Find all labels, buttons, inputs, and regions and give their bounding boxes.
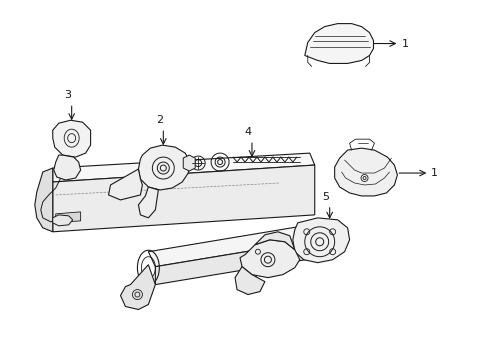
Polygon shape bbox=[56, 212, 81, 223]
Polygon shape bbox=[335, 148, 397, 196]
Polygon shape bbox=[53, 153, 315, 182]
Polygon shape bbox=[155, 240, 318, 285]
Polygon shape bbox=[255, 232, 295, 250]
Text: 4: 4 bbox=[245, 127, 251, 137]
Polygon shape bbox=[293, 218, 349, 263]
Text: 5: 5 bbox=[322, 192, 329, 202]
Polygon shape bbox=[240, 240, 300, 278]
Polygon shape bbox=[121, 265, 155, 310]
Polygon shape bbox=[53, 120, 91, 157]
Polygon shape bbox=[53, 215, 73, 226]
Polygon shape bbox=[53, 165, 315, 232]
Polygon shape bbox=[235, 267, 265, 294]
Polygon shape bbox=[148, 225, 318, 267]
Polygon shape bbox=[35, 168, 53, 232]
Polygon shape bbox=[138, 187, 158, 218]
Text: 1: 1 bbox=[401, 39, 408, 49]
Text: 6: 6 bbox=[243, 283, 249, 293]
Polygon shape bbox=[138, 145, 190, 190]
Text: 2: 2 bbox=[156, 115, 163, 125]
Text: 3: 3 bbox=[64, 90, 71, 100]
Text: 1: 1 bbox=[431, 168, 438, 178]
Polygon shape bbox=[108, 169, 143, 200]
Polygon shape bbox=[54, 155, 81, 180]
Polygon shape bbox=[305, 24, 373, 63]
Polygon shape bbox=[183, 155, 195, 171]
